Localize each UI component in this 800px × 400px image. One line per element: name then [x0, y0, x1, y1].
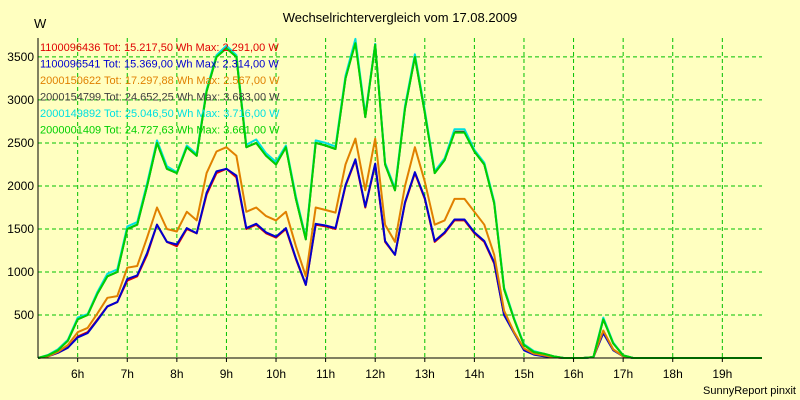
- plot-background: [38, 38, 762, 358]
- y-tick-label: 2000: [7, 179, 34, 193]
- y-tick-label: 3500: [7, 50, 34, 64]
- y-tick-label: 1500: [7, 222, 34, 236]
- y-tick-label: 3000: [7, 93, 34, 107]
- y-tick-label: 1000: [7, 265, 34, 279]
- x-tick-label: 6h: [71, 367, 84, 381]
- legend-entry-1100096541: 1100096541 Tot: 15.369,00 Wh Max: 2.314,…: [40, 59, 279, 71]
- legend-entry-2000154799: 2000154799 Tot: 24.652,25 Wh Max: 3.683,…: [40, 92, 280, 104]
- chart-title: Wechselrichtervergleich vom 17.08.2009: [283, 10, 518, 25]
- x-tick-label: 11h: [316, 367, 335, 381]
- x-tick-label: 17h: [613, 367, 633, 381]
- x-tick-label: 7h: [121, 367, 134, 381]
- x-tick-label: 8h: [170, 367, 183, 381]
- x-tick-label: 16h: [564, 367, 584, 381]
- legend-entry-2000149892: 2000149892 Tot: 25.046,50 Wh Max: 3.716,…: [40, 108, 280, 120]
- y-tick-label: 2500: [7, 136, 34, 150]
- y-axis-unit: W: [34, 16, 47, 31]
- x-tick-label: 12h: [365, 367, 385, 381]
- x-tick-label: 15h: [514, 367, 534, 381]
- y-tick-label: 500: [14, 308, 34, 322]
- x-tick-label: 10h: [266, 367, 286, 381]
- legend: 1100096436 Tot: 15.217,50 Wh Max: 2.291,…: [40, 42, 280, 137]
- legend-entry-1100096436: 1100096436 Tot: 15.217,50 Wh Max: 2.291,…: [40, 42, 279, 54]
- plot-area: [38, 38, 762, 358]
- y-tick-labels: 500 1000 1500 2000 2500 3000 3500: [7, 50, 34, 322]
- axes: [37, 38, 762, 359]
- legend-entry-2000150622: 2000150622 Tot: 17.297,88 Wh Max: 2.567,…: [40, 75, 280, 87]
- legend-entry-2000001409: 2000001409 Tot: 24.727,63 Wh Max: 3.661,…: [40, 125, 280, 137]
- x-tick-label: 9h: [220, 367, 233, 381]
- x-tick-label: 18h: [663, 367, 683, 381]
- footer-credit: SunnyReport pinxit: [703, 385, 796, 397]
- x-tick-labels: 6h 7h 8h 9h 10h 11h 12h 13h 14h 15h 16h 17h 18h 19h: [71, 358, 732, 381]
- x-tick-label: 14h: [464, 367, 484, 381]
- x-tick-label: 13h: [415, 367, 435, 381]
- x-tick-label: 19h: [712, 367, 732, 381]
